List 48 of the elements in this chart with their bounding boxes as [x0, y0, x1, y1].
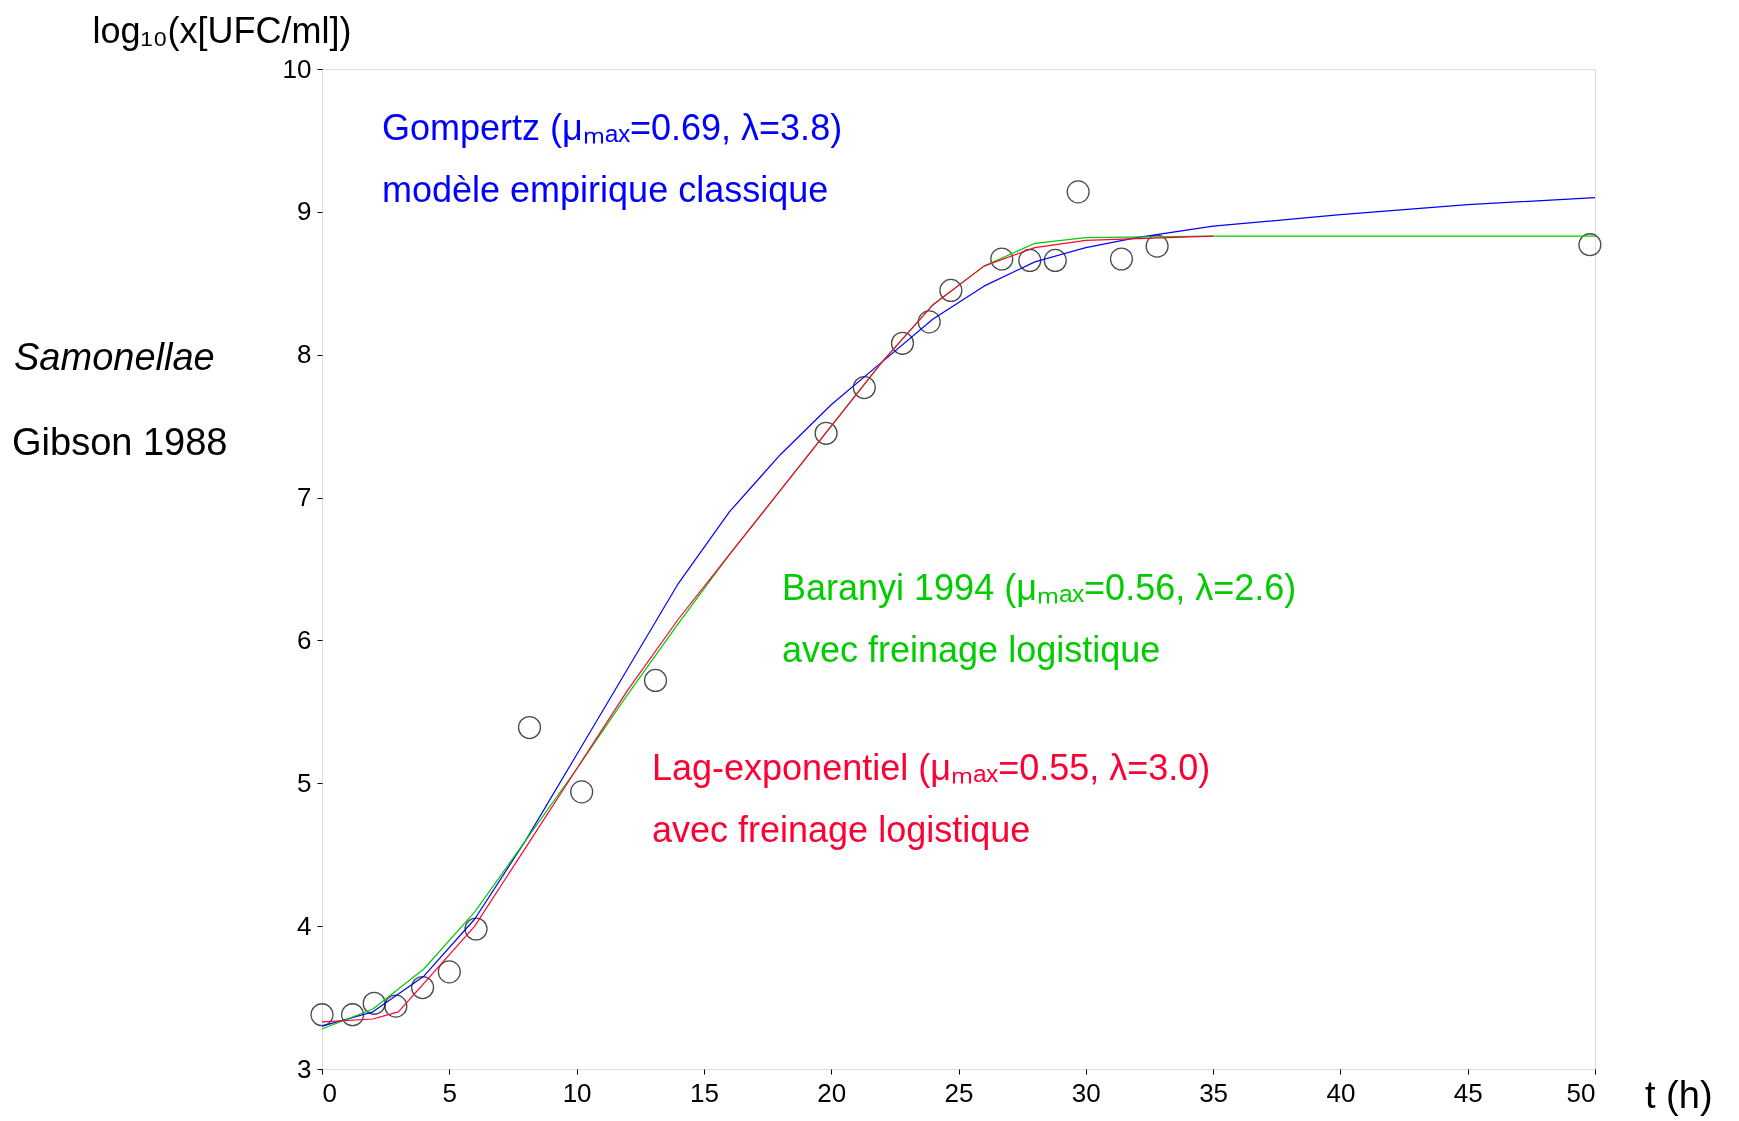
x-tick-label: 20 [817, 1077, 847, 1108]
x-tick-label: 0 [322, 1077, 337, 1108]
text: Samonellae [14, 336, 215, 378]
x-tick-label: 50 [1566, 1077, 1596, 1108]
point [464, 917, 488, 941]
point [1018, 248, 1042, 273]
point [570, 780, 594, 804]
point [384, 994, 408, 1018]
point [917, 310, 941, 334]
point [517, 715, 542, 740]
text: Gibson 1988 [12, 421, 228, 463]
y-tick-label: 7 [297, 482, 312, 513]
x-tick-label: 30 [1071, 1077, 1101, 1108]
series-label: Baranyi 1994 (μₘₐₓ=0.56, λ=2.6) avec freinage logistique [782, 567, 1297, 670]
x-tick-label: 5 [442, 1077, 458, 1108]
point [1066, 180, 1090, 204]
point [362, 991, 386, 1015]
point [310, 1003, 334, 1027]
point [852, 375, 876, 400]
x-tick-label: 25 [944, 1077, 974, 1108]
point [1109, 247, 1134, 271]
point [437, 960, 461, 984]
y-tick-label: 9 [297, 196, 312, 227]
y-tick-label: 8 [297, 339, 312, 370]
point [340, 1003, 365, 1027]
y-tick-label: 5 [297, 767, 312, 798]
point [643, 668, 668, 693]
y-tick-label: 10 [282, 53, 312, 84]
x-tick-label: 10 [562, 1077, 592, 1108]
x-axis-title: t (h) [1645, 1074, 1713, 1116]
x-tick-label: 45 [1453, 1077, 1483, 1108]
y-axis-title: log₁₀(x[UFC/ml]) [92, 10, 352, 51]
point [990, 247, 1014, 271]
point [1043, 248, 1067, 273]
y-tick-label: 4 [297, 910, 312, 941]
text: Gompertz (μₘₐₓ=0.69, λ=3.8) modèle empirique classique [382, 107, 843, 210]
point [1145, 234, 1169, 258]
point [939, 278, 963, 303]
point [1578, 233, 1602, 257]
point [410, 975, 435, 1000]
y-tick-label: 3 [297, 1053, 312, 1084]
y-tick-label: 6 [297, 624, 312, 655]
series-label: Lag-exponentiel (μₘₐₓ=0.55, λ=3.0) avec freinage logistique [652, 747, 1211, 850]
x-tick-label: 35 [1199, 1077, 1229, 1108]
point [814, 421, 838, 445]
point [890, 331, 915, 355]
x-tick-label: 15 [689, 1077, 719, 1108]
x-tick-label: 40 [1326, 1077, 1356, 1108]
